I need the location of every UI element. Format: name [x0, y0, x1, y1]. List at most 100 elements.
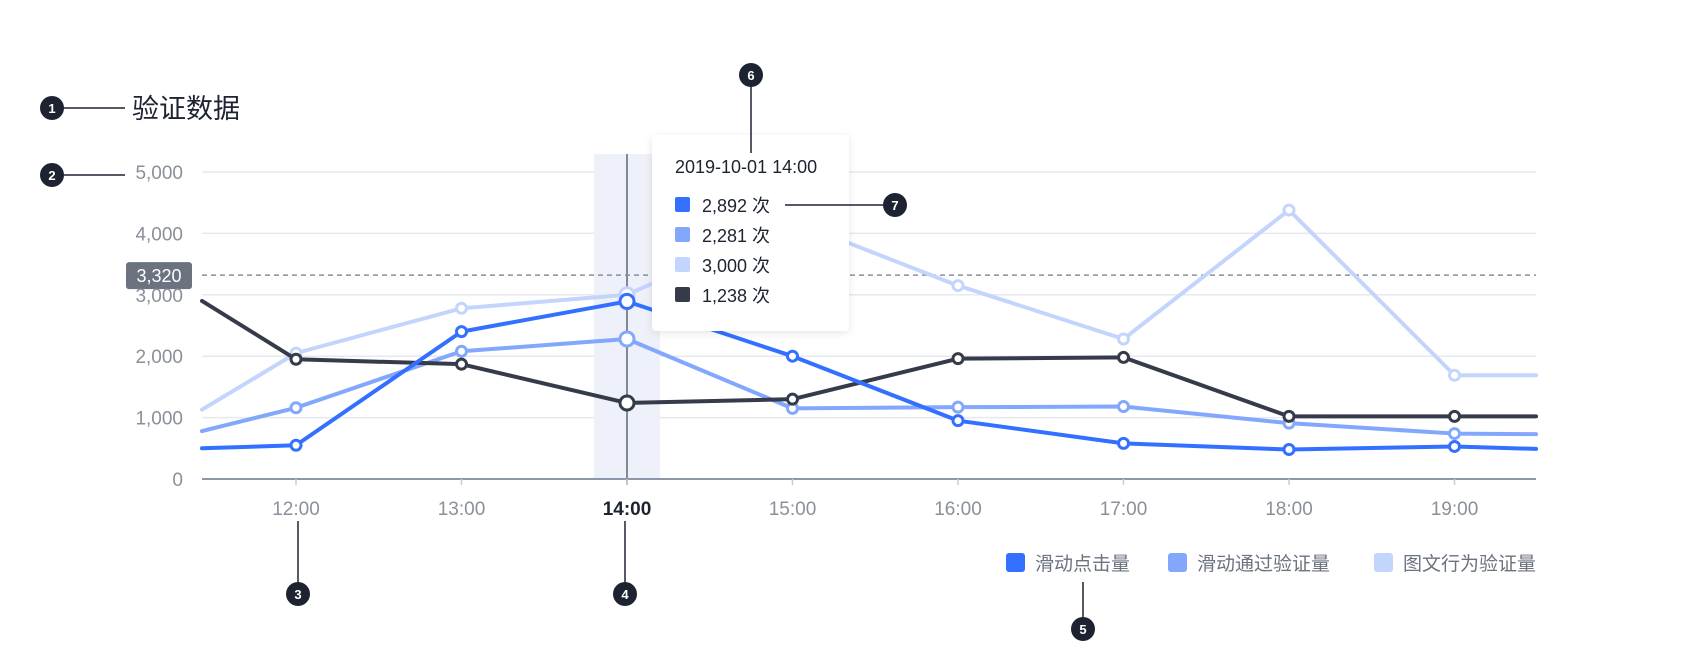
series-1 [200, 292, 1538, 457]
y-tick-label: 0 [172, 470, 183, 491]
x-tick-label: 18:00 [1265, 499, 1313, 520]
callout-3: 3 [286, 521, 310, 606]
tooltip-value: 1,238 次 [702, 286, 770, 306]
tooltip-panel [652, 135, 849, 331]
tooltip-swatch [675, 257, 690, 272]
legend-label: 滑动点击量 [1035, 553, 1130, 575]
callout-badge [883, 193, 907, 217]
series-2 [200, 330, 1538, 441]
callout-number: 7 [891, 198, 898, 213]
callout-badge [40, 163, 64, 187]
data-point[interactable] [951, 400, 965, 414]
x-tick-label: 13:00 [438, 499, 486, 520]
tooltip-row: 2,892 次 [675, 196, 770, 216]
axes: 0 1,000 2,000 3,000 4,000 5,000 12:00 13:00 14:0… [135, 163, 1536, 520]
data-point[interactable] [1448, 368, 1461, 382]
data-point[interactable] [951, 414, 965, 428]
y-tick-label: 3,000 [135, 286, 183, 307]
callout-badge [739, 63, 763, 87]
x-tick-label: 19:00 [1431, 499, 1479, 520]
callout-badge [40, 96, 64, 120]
tooltip-title: 2019-10-01 14:00 [675, 157, 817, 177]
callout-number: 2 [48, 168, 55, 183]
y-tick-label: 5,000 [135, 163, 183, 184]
callout-6: 6 [739, 63, 763, 153]
data-point[interactable] [1448, 439, 1461, 453]
data-point[interactable] [1117, 400, 1130, 414]
x-tick-label: 15:00 [769, 499, 817, 520]
data-point[interactable] [455, 357, 468, 371]
data-point[interactable] [1448, 409, 1461, 423]
callout-badge [613, 582, 637, 606]
data-point[interactable] [455, 344, 468, 358]
callout-2: 2 [40, 163, 125, 187]
data-point[interactable] [786, 349, 799, 363]
data-point[interactable] [1448, 427, 1461, 441]
x-tick-label: 17:00 [1100, 499, 1148, 520]
callout-number: 6 [747, 68, 754, 83]
legend-label: 滑动通过验证量 [1197, 553, 1330, 575]
data-point[interactable] [455, 325, 468, 339]
series-4 [200, 298, 1538, 423]
data-point[interactable] [289, 401, 303, 415]
tooltip-swatch [675, 197, 690, 212]
tooltip-value: 2,892 次 [702, 196, 770, 216]
legend-item[interactable]: 滑动点击量 [1006, 553, 1130, 575]
callout-7: 7 [785, 193, 907, 217]
legend-item[interactable]: 滑动通过验证量 [1168, 553, 1330, 575]
tooltip-row: 1,238 次 [675, 286, 770, 306]
data-point[interactable] [618, 330, 636, 348]
series-line [200, 299, 1538, 452]
tooltip-swatch [675, 227, 690, 242]
reference-line: 3,320 [126, 262, 1536, 290]
data-point[interactable] [951, 352, 965, 366]
data-point[interactable] [786, 392, 799, 406]
x-tick-label: 14:00 [603, 499, 652, 520]
data-point[interactable] [1282, 443, 1296, 457]
reference-badge [126, 262, 192, 290]
callout-number: 5 [1079, 622, 1086, 637]
callout-number: 3 [294, 587, 301, 602]
series-line [200, 336, 1538, 437]
annotation-callouts: 1 2 3 4 5 6 7 [40, 63, 1095, 641]
tooltip: 2019-10-01 14:00 2,892 次 2,281 次 3,000 次 1,… [652, 135, 849, 331]
callout-4: 4 [613, 521, 637, 606]
tooltip-row: 2,281 次 [675, 226, 770, 246]
data-point[interactable] [1117, 436, 1130, 450]
callout-badge [286, 582, 310, 606]
callout-number: 1 [48, 101, 55, 116]
data-point[interactable] [289, 438, 303, 452]
series-line [200, 298, 1538, 419]
legend: 滑动点击量 滑动通过验证量 图文行为验证量 [1006, 553, 1536, 575]
callout-number: 4 [621, 587, 629, 602]
chart-title: 验证数据 [132, 94, 240, 124]
data-point[interactable] [618, 292, 636, 310]
y-tick-label: 4,000 [135, 224, 183, 245]
y-tick-label: 2,000 [135, 347, 183, 368]
data-point[interactable] [1117, 332, 1130, 346]
reference-badge-label: 3,320 [136, 266, 181, 286]
y-tick-label: 1,000 [135, 409, 183, 430]
tooltip-swatch [675, 287, 690, 302]
series-layer [200, 203, 1538, 457]
data-point[interactable] [289, 352, 303, 366]
callout-5: 5 [1071, 582, 1095, 641]
data-point[interactable] [618, 394, 636, 412]
series-line [200, 208, 1538, 412]
data-point[interactable] [1282, 203, 1296, 217]
legend-swatch [1374, 553, 1393, 572]
x-tick-label: 12:00 [272, 499, 320, 520]
x-tick-label: 16:00 [934, 499, 982, 520]
legend-swatch [1168, 553, 1187, 572]
data-point[interactable] [951, 279, 965, 293]
tooltip-row: 3,000 次 [675, 256, 770, 276]
data-point[interactable] [1117, 350, 1130, 364]
tooltip-value: 2,281 次 [702, 226, 770, 246]
legend-item[interactable]: 图文行为验证量 [1374, 553, 1536, 575]
data-point[interactable] [1282, 409, 1296, 423]
callout-badge [1071, 617, 1095, 641]
legend-label: 图文行为验证量 [1403, 553, 1536, 575]
data-point[interactable] [455, 301, 468, 315]
legend-swatch [1006, 553, 1025, 572]
